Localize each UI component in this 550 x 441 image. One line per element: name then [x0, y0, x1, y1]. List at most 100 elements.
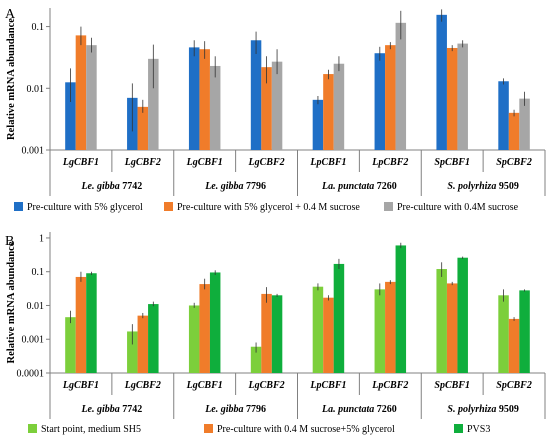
bar — [75, 35, 87, 150]
group-strain: 9509 — [496, 181, 519, 192]
bar — [271, 61, 283, 150]
bar — [148, 58, 159, 151]
category-label: LpCBF1 — [309, 157, 346, 168]
group-label: S. polyrhiza 9509 — [447, 181, 518, 192]
y-tick-label: 0.001 — [22, 335, 45, 346]
bar — [261, 293, 272, 373]
group-label: Le. gibba 7742 — [80, 181, 142, 192]
group-strain: 7260 — [374, 181, 397, 192]
bar — [498, 295, 509, 373]
bar — [65, 82, 76, 150]
bar — [457, 257, 468, 373]
y-tick-label: 0.001 — [22, 146, 45, 157]
group-label: Le. gibba 7742 — [80, 404, 142, 415]
legend-swatch — [384, 202, 393, 211]
legend-label: PVS3 — [467, 424, 490, 435]
group-genus: La. punctata — [321, 404, 374, 415]
category-label: LgCBF2 — [248, 380, 285, 391]
bar — [250, 40, 262, 151]
y-tick-label: 1 — [39, 233, 44, 244]
bar — [209, 272, 221, 373]
bar — [374, 289, 386, 373]
category-label: LgCBF2 — [124, 157, 161, 168]
group-strain: 7260 — [374, 404, 397, 415]
bar — [86, 273, 97, 373]
category-label: LgCBF2 — [248, 157, 285, 168]
bar — [199, 49, 210, 150]
legend-label: Start point, medium SH5 — [41, 424, 141, 435]
legend-swatch — [164, 202, 173, 211]
group-genus: S. polyrhiza — [447, 181, 496, 192]
bar — [137, 315, 149, 373]
bar — [199, 284, 210, 373]
bar — [188, 47, 200, 150]
group-genus: Le. gibba — [204, 181, 243, 192]
category-label: LpCBF1 — [309, 380, 346, 391]
bar — [65, 317, 76, 373]
category-label: SpCBF1 — [434, 380, 470, 391]
category-label: LgCBF1 — [186, 157, 223, 168]
bar — [446, 283, 458, 373]
group-label: La. punctata 7260 — [321, 404, 397, 415]
bar — [457, 43, 468, 150]
group-genus: La. punctata — [321, 181, 374, 192]
group-genus: Le. gibba — [80, 181, 119, 192]
legend-swatch — [204, 424, 213, 433]
bar — [446, 47, 458, 150]
group-label: Le. gibba 7796 — [204, 404, 266, 415]
legend-swatch — [454, 424, 463, 433]
bar — [508, 318, 520, 373]
y-tick-label: 0.01 — [27, 84, 45, 95]
bar — [374, 53, 386, 151]
group-strain: 9509 — [496, 404, 519, 415]
category-label: LgCBF1 — [186, 380, 223, 391]
category-label: SpCBF2 — [496, 380, 532, 391]
bar — [519, 98, 530, 150]
legend-swatch — [28, 424, 37, 433]
bar — [261, 67, 272, 150]
category-label: LgCBF1 — [62, 157, 99, 168]
bar — [436, 269, 447, 373]
bar — [395, 22, 407, 151]
category-label: SpCBF1 — [434, 157, 470, 168]
group-label: La. punctata 7260 — [321, 181, 397, 192]
bar — [86, 45, 97, 150]
y-axis-label: Relative mRNA abundance — [6, 241, 17, 363]
category-label: LgCBF2 — [124, 380, 161, 391]
group-strain: 7742 — [120, 404, 143, 415]
panel-label: A — [5, 7, 16, 22]
group-genus: Le. gibba — [204, 404, 243, 415]
y-tick-label: 0.1 — [32, 22, 45, 33]
bar — [323, 297, 334, 373]
bar — [137, 106, 149, 150]
bar — [385, 45, 396, 150]
category-label: LpCBF2 — [371, 157, 408, 168]
y-axis-label: Relative mRNA abundance — [6, 18, 17, 140]
bar — [209, 65, 221, 150]
legend-swatch — [14, 202, 23, 211]
y-tick-label: 0.1 — [32, 267, 45, 278]
legend-label: Pre-culture with 0.4M sucrose — [397, 202, 519, 213]
group-genus: Le. gibba — [80, 404, 119, 415]
group-genus: S. polyrhiza — [447, 404, 496, 415]
bar — [333, 63, 345, 150]
category-label: LpCBF2 — [371, 380, 408, 391]
bar — [250, 346, 262, 373]
group-label: S. polyrhiza 9509 — [447, 404, 518, 415]
y-tick-label: 0.0001 — [17, 369, 45, 380]
group-strain: 7742 — [120, 181, 143, 192]
bar — [395, 245, 407, 373]
legend-label: Pre-culture with 0.4 M sucrose+5% glycer… — [217, 424, 395, 435]
bar — [323, 74, 334, 150]
legend-label: Pre-culture with 5% glycerol + 0.4 M suc… — [177, 202, 360, 213]
group-strain: 7796 — [244, 404, 267, 415]
bar — [312, 99, 324, 150]
bar — [498, 81, 509, 150]
bar — [148, 304, 159, 373]
bar — [333, 263, 345, 373]
bar — [519, 290, 530, 373]
bar — [312, 286, 324, 373]
bar — [508, 112, 520, 150]
bar — [188, 305, 200, 373]
